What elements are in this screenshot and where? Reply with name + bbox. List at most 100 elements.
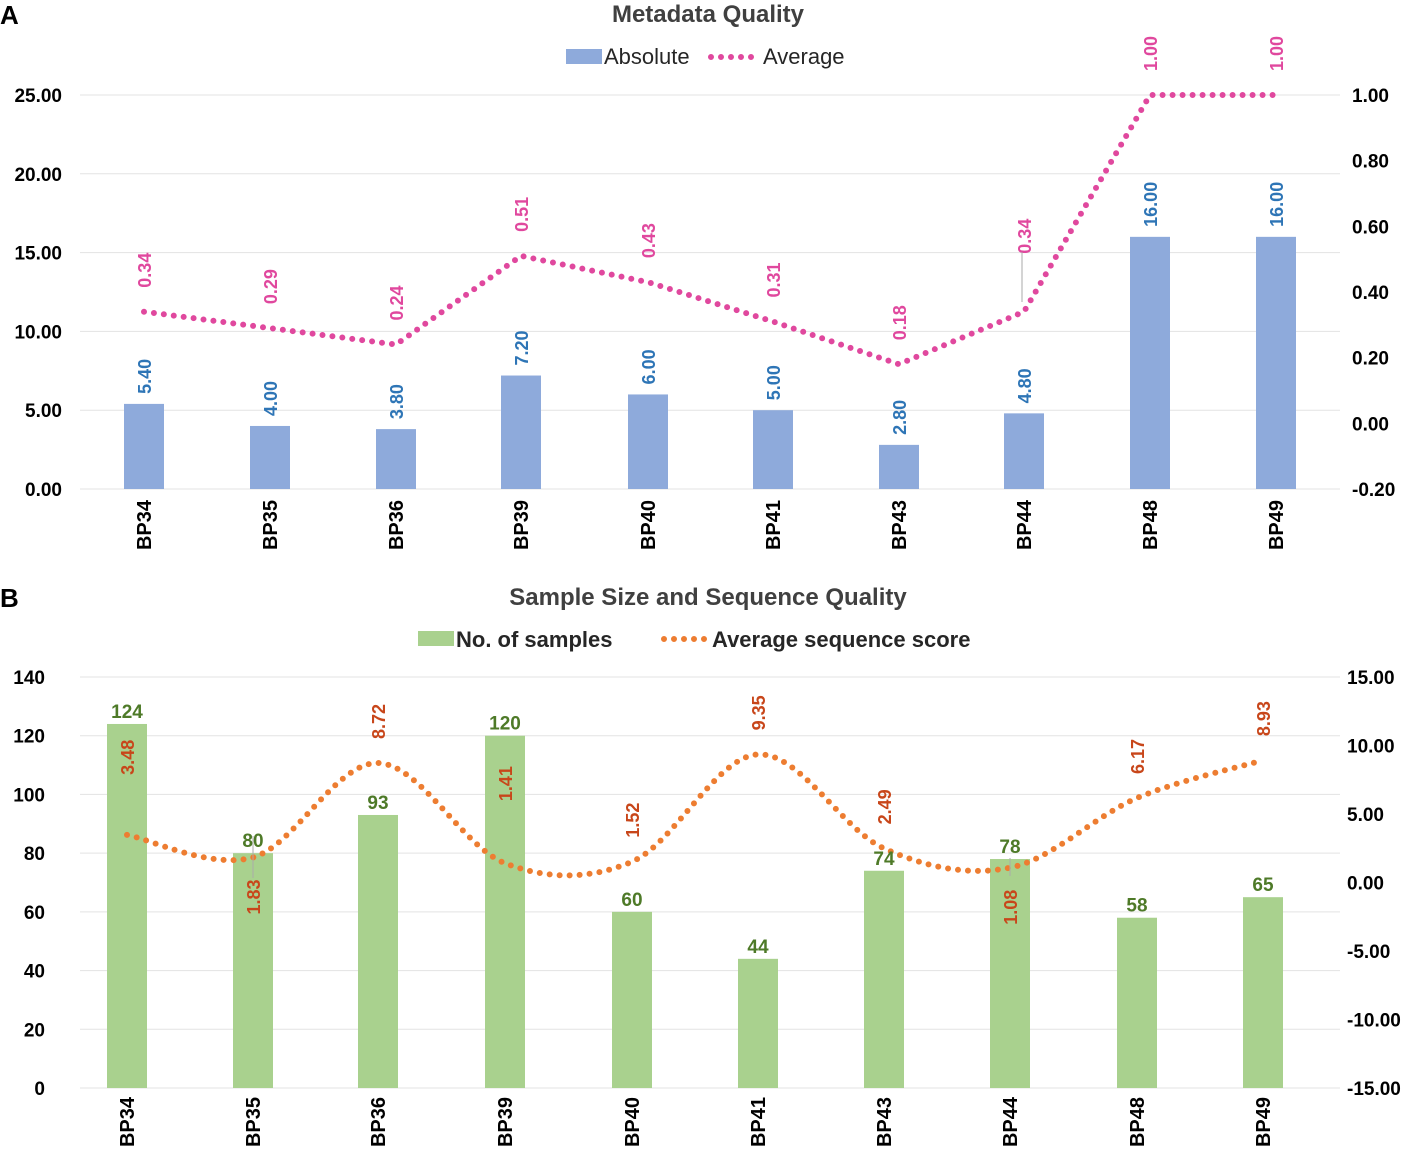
- bar-label-a: 4.80: [1015, 368, 1035, 403]
- line-label-b: 1.08: [1001, 890, 1021, 925]
- left-axis-tick-b: 100: [13, 785, 45, 806]
- left-axis-tick-a: 25.00: [14, 86, 62, 107]
- bar-b-bp43: [864, 870, 904, 1088]
- chart-b-title: Sample Size and Sequence Quality: [509, 584, 907, 611]
- line-label-a: 0.51: [512, 197, 532, 232]
- bar-b-bp49: [1243, 897, 1283, 1088]
- bar-b-bp34: [107, 723, 147, 1088]
- bar-a-bp39: [501, 375, 541, 489]
- bar-b-bp41: [738, 958, 778, 1088]
- bar-a-bp35: [250, 425, 290, 489]
- bar-b-bp36: [358, 814, 398, 1088]
- bar-label-a: 5.40: [135, 359, 155, 394]
- bar-b-bp48: [1117, 917, 1157, 1088]
- legend-a-line-label: Average: [763, 44, 845, 69]
- line-label-b: 9.35: [749, 695, 769, 730]
- right-axis-tick-a: 0.40: [1352, 283, 1389, 304]
- right-axis-tick-a: 0.60: [1352, 217, 1389, 238]
- category-label-b: BP35: [243, 1097, 265, 1147]
- category-label-a: BP35: [260, 500, 282, 550]
- line-label-b: 3.48: [118, 740, 138, 775]
- bar-label-b: 58: [1126, 896, 1147, 917]
- line-label-a: 0.24: [387, 285, 407, 320]
- bar-label-a: 7.20: [512, 330, 532, 365]
- legend-b-line-label: Average sequence score: [712, 627, 970, 652]
- category-label-a: BP39: [511, 500, 533, 550]
- bar-label-a: 5.00: [764, 365, 784, 400]
- category-label-b: BP40: [622, 1097, 644, 1147]
- category-label-a: BP34: [134, 499, 156, 550]
- left-axis-tick-b: 140: [13, 668, 45, 689]
- line-label-b: 8.72: [369, 704, 389, 739]
- bar-label-b: 124: [111, 702, 143, 723]
- left-axis-tick-b: 120: [13, 727, 45, 748]
- line-label-a: 1.00: [1141, 36, 1161, 71]
- line-label-b: 1.83: [244, 879, 264, 914]
- left-axis-tick-b: 0: [34, 1079, 45, 1100]
- bar-a-bp34: [124, 403, 164, 489]
- bar-a-bp40: [628, 394, 668, 489]
- right-axis-tick-b: 5.00: [1347, 805, 1384, 826]
- chart-b-legend: No. of samples Average sequence score: [418, 627, 970, 652]
- bar-a-bp48: [1130, 236, 1170, 489]
- category-label-b: BP49: [1253, 1097, 1275, 1147]
- line-b-average-sequence-score: [124, 751, 1266, 879]
- bar-a-bp36: [376, 429, 416, 489]
- line-label-a: 0.31: [764, 263, 784, 298]
- left-axis-tick-a: 5.00: [25, 401, 62, 422]
- panel-a-chart: A Metadata Quality Absolute Average 0.00…: [0, 0, 1395, 550]
- right-axis-tick-a: 1.00: [1352, 86, 1389, 107]
- left-axis-tick-a: 15.00: [14, 244, 62, 265]
- line-label-a: 0.18: [890, 305, 910, 340]
- bar-label-b: 60: [621, 890, 642, 911]
- right-axis-tick-a: 0.80: [1352, 152, 1389, 173]
- line-label-b: 1.41: [496, 766, 516, 801]
- line-label-a: 0.29: [261, 269, 281, 304]
- line-a-average: [141, 92, 1279, 368]
- right-axis-tick-b: -15.00: [1347, 1079, 1401, 1100]
- panel-b-letter: B: [0, 583, 19, 613]
- bar-a-bp43: [879, 444, 919, 489]
- bar-label-a: 6.00: [639, 349, 659, 384]
- bar-label-a: 16.00: [1267, 182, 1287, 227]
- category-label-a: BP48: [1140, 500, 1162, 550]
- chart-a-title: Metadata Quality: [612, 1, 805, 28]
- bar-b-bp44: [990, 859, 1030, 1088]
- legend-a-bar-swatch: [566, 49, 602, 64]
- line-label-a: 0.34: [135, 253, 155, 288]
- bar-label-b: 120: [489, 714, 521, 735]
- category-label-b: BP34: [117, 1096, 139, 1147]
- category-label-b: BP36: [368, 1097, 390, 1147]
- bar-label-a: 2.80: [890, 400, 910, 435]
- right-axis-tick-b: -5.00: [1347, 942, 1390, 963]
- legend-b-bar-label: No. of samples: [456, 627, 612, 652]
- category-label-a: BP44: [1014, 499, 1036, 550]
- left-axis-tick-b: 60: [24, 903, 45, 924]
- bar-label-b: 65: [1252, 875, 1274, 896]
- category-label-a: BP36: [386, 500, 408, 550]
- bar-label-a: 4.00: [261, 381, 281, 416]
- line-label-b: 8.93: [1254, 701, 1274, 736]
- category-label-b: BP43: [874, 1097, 896, 1147]
- line-label-b: 2.49: [875, 789, 895, 824]
- bar-label-a: 16.00: [1141, 182, 1161, 227]
- left-axis-tick-b: 20: [24, 1020, 45, 1041]
- line-label-a: 0.34: [1015, 219, 1035, 254]
- right-axis-tick-b: -10.00: [1347, 1011, 1401, 1032]
- bar-a-bp44: [1004, 413, 1044, 489]
- line-label-b: 1.52: [623, 803, 643, 838]
- chart-a-legend: Absolute Average: [566, 44, 845, 69]
- bar-label-b: 78: [999, 837, 1020, 858]
- left-axis-tick-a: 0.00: [25, 480, 62, 501]
- bar-label-a: 3.80: [387, 384, 407, 419]
- left-axis-tick-a: 20.00: [14, 165, 62, 186]
- bar-a-bp41: [753, 410, 793, 489]
- bar-a-bp49: [1256, 236, 1296, 489]
- panel-a-letter: A: [0, 0, 19, 30]
- line-label-b: 6.17: [1128, 739, 1148, 774]
- bar-b-bp40: [612, 911, 652, 1088]
- right-axis-tick-b: 10.00: [1347, 737, 1395, 758]
- bar-b-bp39: [485, 735, 525, 1088]
- left-axis-tick-b: 40: [24, 962, 45, 983]
